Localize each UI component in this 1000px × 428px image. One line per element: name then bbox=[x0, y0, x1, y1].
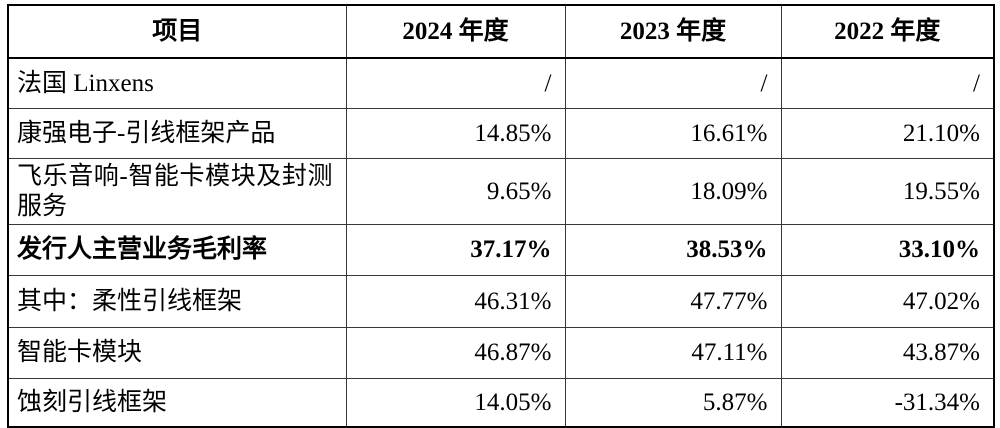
value-2022: 47.02% bbox=[780, 275, 995, 328]
row-label: 法国 Linxens bbox=[7, 57, 347, 109]
value-2023: / bbox=[564, 57, 782, 109]
row-label: 飞乐音响-智能卡模块及封测服务 bbox=[7, 158, 347, 225]
table-row: 蚀刻引线框架 14.05% 5.87% -31.34% bbox=[7, 378, 995, 428]
column-header-2023: 2023 年度 bbox=[564, 4, 782, 59]
column-header-2022: 2022 年度 bbox=[780, 4, 995, 59]
value-2023: 47.77% bbox=[564, 275, 782, 328]
value-2022: 19.55% bbox=[780, 158, 995, 225]
table-row: 智能卡模块 46.87% 47.11% 43.87% bbox=[7, 327, 995, 379]
value-2024: 14.85% bbox=[345, 108, 566, 159]
value-2023: 18.09% bbox=[564, 158, 782, 225]
value-2022: 21.10% bbox=[780, 108, 995, 159]
row-label: 蚀刻引线框架 bbox=[7, 378, 347, 428]
row-label: 智能卡模块 bbox=[7, 327, 347, 379]
table-row: 飞乐音响-智能卡模块及封测服务 9.65% 18.09% 19.55% bbox=[7, 158, 995, 225]
value-2023: 16.61% bbox=[564, 108, 782, 159]
value-2022: -31.34% bbox=[780, 378, 995, 428]
row-label: 康强电子-引线框架产品 bbox=[7, 108, 347, 159]
value-2022: / bbox=[780, 57, 995, 109]
table-row: 康强电子-引线框架产品 14.85% 16.61% 21.10% bbox=[7, 108, 995, 159]
value-2024: 37.17% bbox=[345, 224, 566, 276]
table-row-emphasized: 发行人主营业务毛利率 37.17% 38.53% 33.10% bbox=[7, 224, 995, 276]
value-2024: / bbox=[345, 57, 566, 109]
gross-margin-table: 项目 2024 年度 2023 年度 2022 年度 法国 Linxens / … bbox=[7, 4, 995, 428]
value-2022: 43.87% bbox=[780, 327, 995, 379]
row-label: 发行人主营业务毛利率 bbox=[7, 224, 347, 276]
value-2023: 47.11% bbox=[564, 327, 782, 379]
table-row: 其中：柔性引线框架 46.31% 47.77% 47.02% bbox=[7, 275, 995, 328]
value-2024: 9.65% bbox=[345, 158, 566, 225]
table-header-row: 项目 2024 年度 2023 年度 2022 年度 bbox=[7, 4, 995, 59]
row-label: 其中：柔性引线框架 bbox=[7, 275, 347, 328]
column-header-item: 项目 bbox=[7, 4, 347, 59]
value-2022: 33.10% bbox=[780, 224, 995, 276]
value-2024: 46.31% bbox=[345, 275, 566, 328]
value-2024: 46.87% bbox=[345, 327, 566, 379]
table-row: 法国 Linxens / / / bbox=[7, 57, 995, 109]
value-2024: 14.05% bbox=[345, 378, 566, 428]
value-2023: 38.53% bbox=[564, 224, 782, 276]
column-header-2024: 2024 年度 bbox=[345, 4, 566, 59]
document-page: 项目 2024 年度 2023 年度 2022 年度 法国 Linxens / … bbox=[7, 4, 995, 428]
value-2023: 5.87% bbox=[564, 378, 782, 428]
